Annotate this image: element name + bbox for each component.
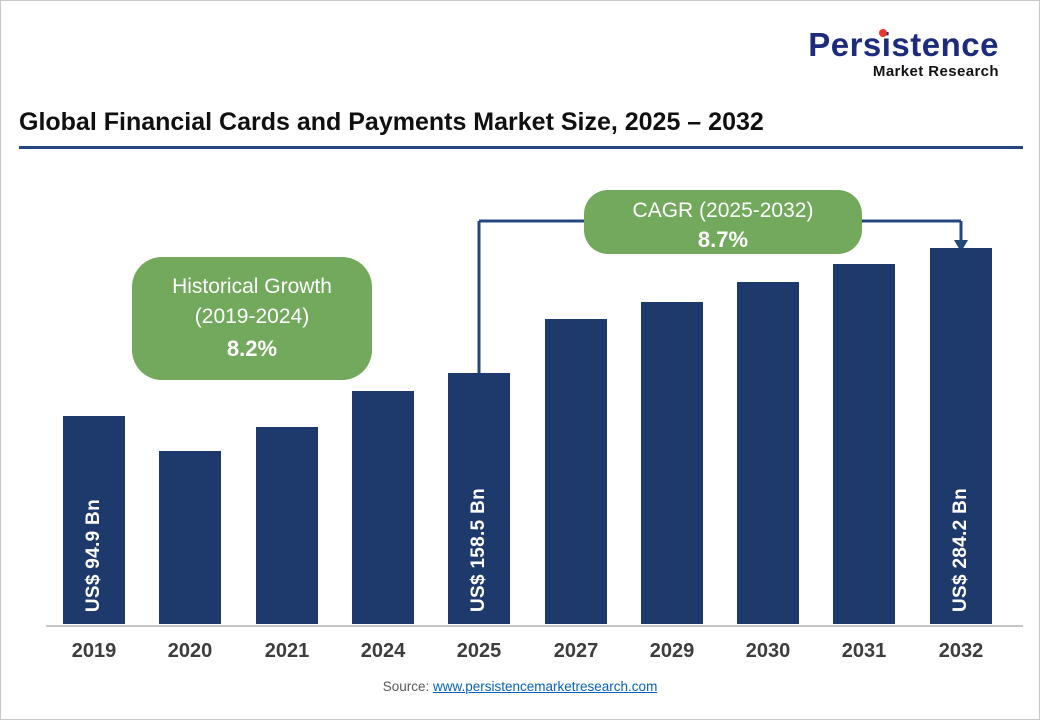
- x-axis-label-2019: 2019: [71, 640, 117, 662]
- source-link[interactable]: www.persistencemarketresearch.com: [432, 679, 658, 694]
- x-axis-label-2021: 2021: [264, 640, 310, 662]
- x-axis-label-2024: 2024: [360, 640, 406, 662]
- logo-red-dot-icon: [879, 29, 888, 37]
- bar-2030: [737, 282, 799, 624]
- cagr-callout: CAGR (2025-2032) 8.7%: [584, 190, 862, 254]
- bar-value-label-2032: US$ 284.2 Bn: [950, 488, 971, 612]
- logo-title: Persistence: [808, 28, 999, 61]
- source-label: Source:: [382, 679, 430, 694]
- historical-growth-line2: (2019-2024): [194, 305, 310, 329]
- bar-2029: [641, 302, 703, 624]
- bar-2031: [833, 264, 895, 624]
- bar-2020: [159, 451, 221, 624]
- x-axis-label-2025: 2025: [456, 640, 502, 662]
- historical-growth-callout: Historical Growth (2019-2024) 8.2%: [132, 257, 372, 380]
- x-axis-label-2031: 2031: [841, 640, 887, 662]
- x-axis-label-2029: 2029: [649, 640, 695, 662]
- bar-value-label-2019: US$ 94.9 Bn: [83, 498, 104, 612]
- bar-2021: [256, 427, 318, 624]
- bar-2032: US$ 284.2 Bn: [930, 248, 992, 624]
- source-note: Source: www.persistencemarketresearch.co…: [1, 679, 1039, 694]
- logo-subtitle: Market Research: [872, 63, 999, 80]
- bar-2019: US$ 94.9 Bn: [63, 416, 125, 624]
- historical-growth-value: 8.2%: [226, 335, 278, 361]
- x-axis-line: [46, 625, 1023, 627]
- cagr-line1: CAGR (2025-2032): [632, 199, 814, 222]
- title-underline: [19, 146, 1023, 149]
- bar-value-label-2025: US$ 158.5 Bn: [468, 488, 489, 612]
- x-axis-label-2032: 2032: [938, 640, 984, 662]
- x-axis-label-2030: 2030: [745, 640, 791, 662]
- bar-2024: [352, 391, 414, 624]
- x-axis-label-2020: 2020: [167, 640, 213, 662]
- x-axis-label-2027: 2027: [553, 640, 599, 662]
- logo-wordmark: Persistence: [808, 26, 999, 63]
- cagr-value: 8.7%: [697, 227, 749, 253]
- logo: Persistence Market Research: [808, 28, 999, 80]
- bar-2025: US$ 158.5 Bn: [448, 373, 510, 624]
- bar-2027: [545, 319, 607, 624]
- page-title: Global Financial Cards and Payments Mark…: [19, 108, 764, 136]
- historical-growth-line1: Historical Growth: [172, 275, 332, 298]
